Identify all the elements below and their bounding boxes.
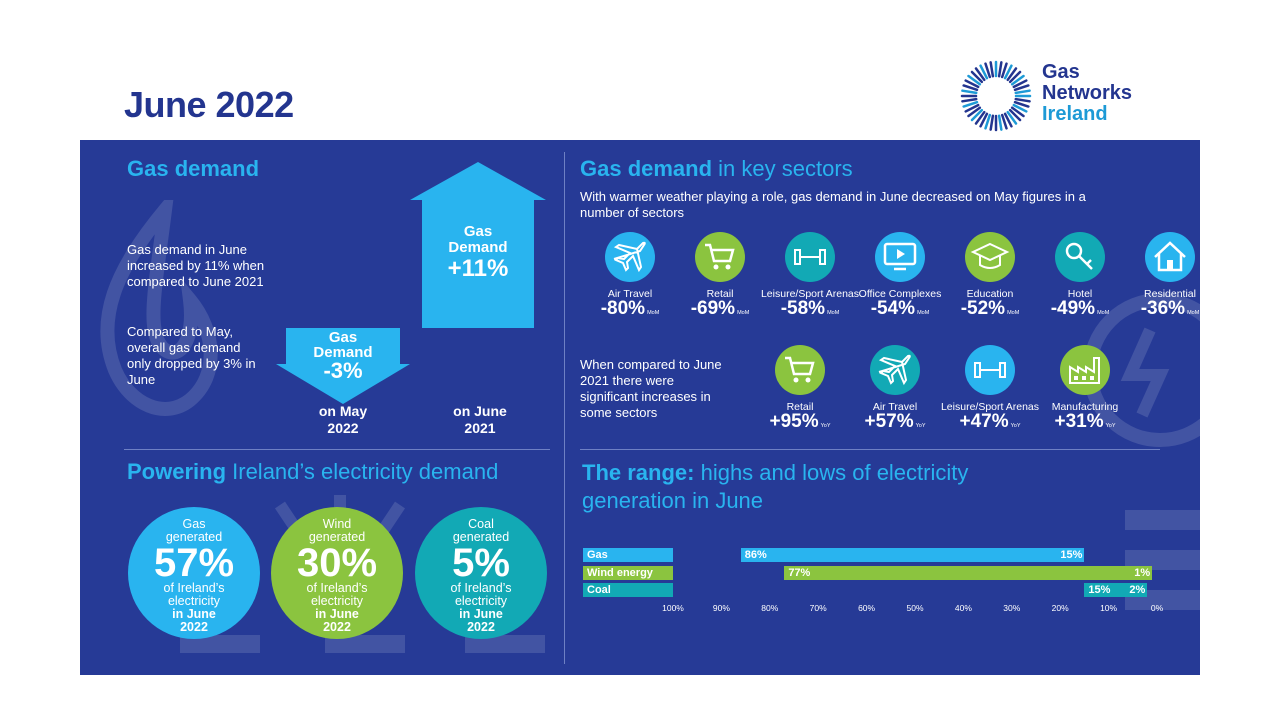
- down-arrow-label: Gas Demand -3%: [313, 329, 373, 383]
- sector-value: +95% YoY: [769, 411, 831, 432]
- electricity-bubble-wind: Wind generated 30% of Ireland’s electricity i…: [271, 507, 403, 639]
- up-arrow-icon: [410, 162, 546, 328]
- range-bar: [740, 548, 1085, 562]
- gas-networks-ireland-logo: Gas Networks Ireland: [960, 60, 1160, 132]
- dumbbell-icon: [785, 232, 835, 282]
- sector-value: -36% MoM: [1140, 298, 1200, 319]
- electricity-bubble-coal: Coal generated 5% of Ireland’s electricity in…: [415, 507, 547, 639]
- sector-value: -54% MoM: [870, 298, 930, 319]
- logo-line-3: Ireland: [1042, 103, 1108, 125]
- vertical-divider: [564, 152, 565, 664]
- sector-office-complexes: Office Complexes -54% MoM: [850, 232, 950, 322]
- x-tick-label: 10%: [1100, 603, 1118, 613]
- up-arrow-caption: on June 2021: [453, 403, 507, 436]
- x-tick-label: 70%: [809, 603, 827, 613]
- plane-icon: [605, 232, 655, 282]
- x-tick-label: 0%: [1150, 603, 1164, 613]
- cart-icon: [775, 345, 825, 395]
- sector-name: Hotel: [1067, 288, 1093, 300]
- sector-hotel: Hotel -49% MoM: [1030, 232, 1130, 322]
- key-sectors-heading: Gas demand in key sectors: [580, 156, 853, 181]
- sector-leisure-sport-arenas: Leisure/Sport Arenas -58% MoM: [760, 232, 860, 322]
- range-high-label: 77%: [788, 567, 811, 579]
- flame-watermark-icon: [100, 200, 218, 416]
- sector-name: Education: [966, 288, 1014, 300]
- x-tick-label: 50%: [906, 603, 924, 613]
- x-tick-label: 80%: [761, 603, 779, 613]
- logo-line-1: Gas: [1042, 61, 1080, 83]
- range-low-label: 1%: [1134, 567, 1151, 579]
- sector-retail: Retail +95% YoY: [750, 345, 850, 435]
- dumbbell-icon: [965, 345, 1015, 395]
- down-arrow-icon: [276, 328, 410, 404]
- sector-name: Air Travel: [607, 288, 653, 300]
- sector-name: Air Travel: [872, 401, 918, 413]
- electricity-bubble-gas: Gas generated 57% of Ireland’s electricity in…: [128, 507, 260, 639]
- x-tick-label: 20%: [1051, 603, 1069, 613]
- infographic-panel: Gas demand Gas demand in June increased …: [80, 140, 1200, 675]
- x-tick-label: 100%: [662, 603, 684, 613]
- sector-value: +47% YoY: [959, 411, 1021, 432]
- logo-line-2: Networks: [1042, 82, 1133, 104]
- gas-demand-text-1: Gas demand in June increased by 11% when…: [127, 242, 265, 289]
- right-divider: [580, 449, 1160, 450]
- sector-name: Manufacturing: [1051, 401, 1119, 413]
- x-tick-label: 30%: [1003, 603, 1021, 613]
- electricity-heading: Powering Ireland’s electricity demand: [127, 459, 499, 484]
- graduation-cap-icon: [965, 232, 1015, 282]
- gas-demand-heading: Gas demand: [127, 156, 260, 181]
- range-bar: [784, 566, 1153, 580]
- monitor-icon: [875, 232, 925, 282]
- sector-education: Education -52% MoM: [940, 232, 1040, 322]
- sector-value: +31% YoY: [1054, 411, 1116, 432]
- yoy-intro: When compared to June 2021 there were si…: [580, 357, 722, 420]
- range-row-label: Gas: [583, 548, 673, 562]
- range-high-label: 86%: [744, 549, 767, 561]
- factory-icon: [1060, 345, 1110, 395]
- range-low-label: 2%: [1129, 584, 1146, 596]
- sector-air-travel: Air Travel +57% YoY: [845, 345, 945, 435]
- sector-residential: Residential -36% MoM: [1120, 232, 1200, 322]
- sector-name: Leisure/Sport Arenas: [940, 401, 1040, 413]
- sector-value: -58% MoM: [780, 298, 840, 319]
- range-low-label: 15%: [1060, 549, 1083, 561]
- page-title: June 2022: [124, 84, 294, 125]
- logo-ring-icon: [960, 60, 1032, 132]
- sector-retail: Retail -69% MoM: [670, 232, 770, 322]
- house-icon: [1145, 232, 1195, 282]
- range-row-label: Coal: [583, 583, 673, 597]
- sector-name: Residential: [1144, 288, 1196, 300]
- sector-name: Retail: [706, 288, 734, 300]
- sector-name: Leisure/Sport Arenas: [760, 288, 860, 300]
- key-icon: [1055, 232, 1105, 282]
- up-arrow-label: Gas Demand +11%: [447, 223, 509, 282]
- left-divider: [124, 449, 550, 450]
- range-bar: [1084, 583, 1148, 597]
- plane-icon: [870, 345, 920, 395]
- down-arrow-caption: on May 2022: [318, 403, 368, 436]
- cart-icon: [695, 232, 745, 282]
- sector-value: -52% MoM: [960, 298, 1020, 319]
- range-heading: The range: highs and lows of electricity…: [582, 460, 969, 513]
- sector-value: +57% YoY: [864, 411, 926, 432]
- sector-value: -69% MoM: [690, 298, 750, 319]
- x-tick-label: 90%: [712, 603, 730, 613]
- x-tick-label: 60%: [858, 603, 876, 613]
- sector-name: Retail: [786, 401, 814, 413]
- sector-value: -49% MoM: [1050, 298, 1110, 319]
- range-high-label: 15%: [1088, 584, 1111, 596]
- x-tick-label: 40%: [954, 603, 972, 613]
- sector-air-travel: Air Travel -80% MoM: [580, 232, 680, 322]
- sector-name: Office Complexes: [858, 288, 942, 300]
- sector-value: -80% MoM: [600, 298, 660, 319]
- key-sectors-intro: With warmer weather playing a role, gas …: [580, 189, 1086, 220]
- sector-manufacturing: Manufacturing +31% YoY: [1035, 345, 1135, 435]
- gas-demand-text-2: Compared to May, overall gas demand only…: [127, 324, 256, 387]
- sector-leisure-sport-arenas: Leisure/Sport Arenas +47% YoY: [940, 345, 1040, 435]
- range-row-label: Wind energy: [583, 566, 673, 580]
